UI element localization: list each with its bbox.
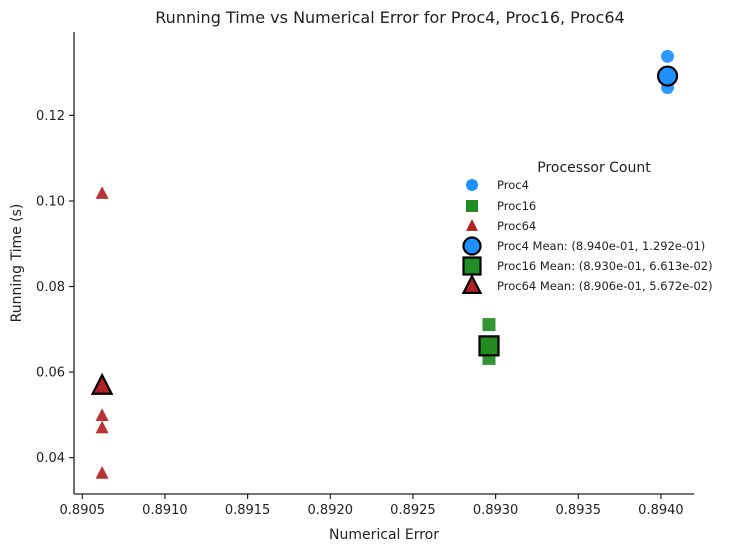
legend-marker [462,256,482,276]
x-tick-label: 0.8940 [638,503,684,518]
legend-entry-label: Proc16 [497,199,536,213]
y-tick-label: 0.12 [36,109,65,124]
legend-marker [466,179,478,191]
legend-marker [466,219,478,231]
y-axis-label: Running Time (s) [9,204,25,323]
proc64-point [95,408,109,421]
y-tick-label: 0.06 [36,366,65,381]
x-tick-label: 0.8935 [556,503,602,518]
x-tick-label: 0.8910 [142,503,188,518]
legend-marker [466,200,478,212]
proc4-point [661,49,675,63]
proc64-point [95,420,109,434]
proc16-mean-marker [478,335,500,357]
y-ticks: 0.04 0.06 0.08 0.10 0.12 [36,109,74,466]
legend-entry-label: Proc64 [497,219,536,233]
legend-title: Processor Count [537,160,651,176]
proc64-point [95,465,109,479]
x-tick-label: 0.8915 [225,503,271,518]
x-tick-label: 0.8905 [60,503,106,518]
y-tick-label: 0.08 [36,280,65,295]
legend-entry-label: Proc16 Mean: (8.930e-01, 6.613e-02) [497,259,713,273]
legend-entry-label: Proc64 Mean: (8.906e-01, 5.672e-02) [497,279,713,293]
x-tick-label: 0.8930 [473,503,519,518]
x-ticks: 0.8905 0.8910 0.8915 0.8920 0.8925 0.8930 0.89… [60,494,684,518]
y-tick-label: 0.04 [36,451,65,466]
proc16-point [482,318,496,332]
legend: Processor Count Proc4 Proc16 Proc64 Proc4 M… [461,160,713,294]
x-axis-label: Numerical Error [329,527,439,543]
proc64-point [95,186,109,199]
x-tick-label: 0.8925 [390,503,436,518]
legend-marker [461,273,483,294]
legend-entry-label: Proc4 Mean: (8.940e-01, 1.292e-01) [497,239,705,253]
axes [73,32,694,495]
legend-entry-label: Proc4 [497,178,529,192]
chart-title: Running Time vs Numerical Error for Proc… [155,8,624,27]
mean-markers [90,65,679,395]
y-tick-label: 0.10 [36,194,65,209]
proc4-mean-marker [656,65,679,87]
proc64-mean-marker [90,372,114,395]
legend-marker [462,236,482,256]
x-tick-label: 0.8920 [308,503,354,518]
